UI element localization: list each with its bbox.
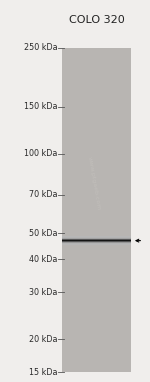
Text: www.ptgaeb.com: www.ptgaeb.com: [87, 156, 101, 210]
Text: 150 kDa: 150 kDa: [24, 102, 58, 111]
Text: COLO 320: COLO 320: [69, 15, 125, 25]
Text: 15 kDa: 15 kDa: [29, 368, 58, 377]
Bar: [62, 48, 131, 372]
Text: 100 kDa: 100 kDa: [24, 149, 58, 158]
Text: 70 kDa: 70 kDa: [29, 190, 58, 199]
Text: 30 kDa: 30 kDa: [29, 288, 58, 297]
Text: 40 kDa: 40 kDa: [29, 255, 58, 264]
Text: 250 kDa: 250 kDa: [24, 43, 58, 52]
Text: 20 kDa: 20 kDa: [29, 335, 58, 344]
Text: 50 kDa: 50 kDa: [29, 229, 58, 238]
